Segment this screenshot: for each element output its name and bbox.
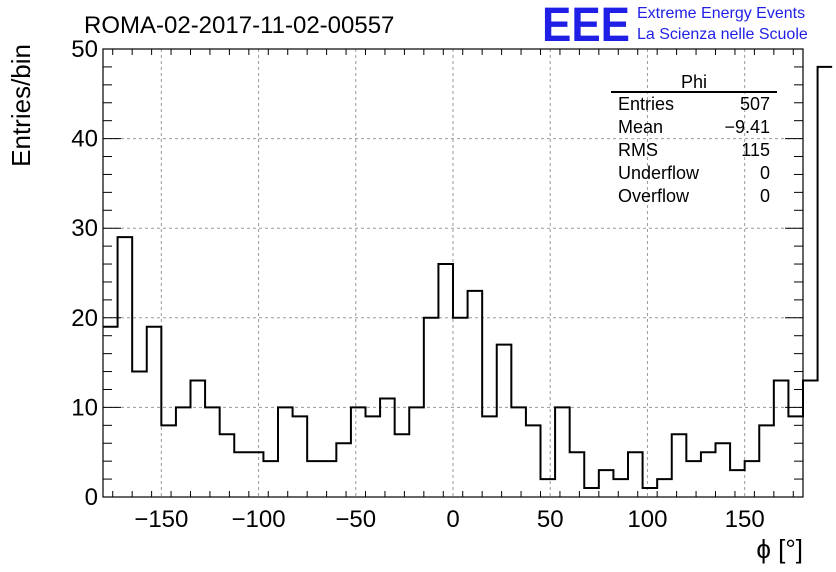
histogram-bin — [191, 381, 206, 497]
histogram-bin — [293, 416, 308, 497]
histogram-bin — [322, 461, 337, 497]
x-tick-label: −100 — [232, 506, 286, 533]
histogram-bin — [613, 479, 628, 497]
histogram-bin — [409, 407, 424, 497]
stats-value: 0 — [760, 186, 770, 206]
stats-label: RMS — [618, 140, 658, 160]
chart-title: ROMA-02-2017-11-02-00557 — [84, 12, 394, 39]
histogram-bin — [438, 264, 453, 497]
stats-label: Underflow — [618, 163, 700, 183]
stats-value: −9.41 — [724, 117, 770, 137]
histogram-bin — [468, 291, 483, 497]
plot-frame — [102, 48, 804, 498]
histogram-bin — [132, 372, 147, 497]
histogram-bin — [599, 470, 614, 497]
histogram-bin — [570, 452, 585, 497]
x-axis-label: ϕ [°] — [756, 534, 803, 564]
histogram-bin — [716, 443, 731, 497]
y-tick-label: 40 — [71, 126, 98, 153]
brand-line-2: La Scienza nelle Scuole — [637, 26, 808, 43]
histogram-bin — [555, 407, 570, 497]
x-tick-label: −150 — [134, 506, 188, 533]
histogram-bin — [511, 407, 526, 497]
histogram-bin — [278, 407, 293, 497]
histogram-bin — [672, 434, 687, 497]
stats-value: 507 — [740, 94, 770, 114]
axes-frame — [102, 48, 804, 498]
x-tick-label: 0 — [446, 506, 459, 533]
histogram-bin — [220, 434, 235, 497]
y-tick-label: 10 — [71, 394, 98, 421]
histogram-bin — [643, 488, 658, 497]
histogram-bin — [103, 327, 118, 497]
histogram-bin — [541, 479, 556, 497]
y-axis-label: Entries/bin — [6, 44, 36, 167]
histogram-bin — [730, 470, 745, 497]
stats-value: 0 — [760, 163, 770, 183]
x-tick-label: 50 — [537, 506, 564, 533]
y-tick-label: 20 — [71, 305, 98, 332]
stats-value: 115 — [741, 140, 770, 160]
histogram-bin — [701, 452, 716, 497]
histogram-bin — [584, 488, 599, 497]
histogram-bin — [307, 461, 322, 497]
y-tick-label: 50 — [71, 36, 98, 63]
histogram-bin — [453, 318, 468, 497]
histogram-bin — [774, 381, 789, 497]
histogram-bin — [628, 452, 643, 497]
histogram-bin — [147, 327, 162, 497]
histogram-bin — [205, 407, 220, 497]
histogram-bin — [234, 452, 249, 497]
histogram-line — [103, 65, 833, 490]
stats-label: Entries — [618, 94, 674, 114]
histogram-bin — [118, 237, 133, 497]
histogram-bin — [351, 407, 366, 497]
histogram-bin — [497, 345, 512, 497]
brand-line-1: Extreme Energy Events — [637, 5, 805, 22]
histogram-bin — [161, 425, 176, 497]
histogram-bin — [263, 461, 278, 497]
histogram-bin — [336, 443, 351, 497]
y-tick-label: 30 — [71, 215, 98, 242]
histogram-bin — [526, 425, 541, 497]
x-tick-label: −50 — [335, 506, 376, 533]
histogram-bin — [424, 318, 439, 497]
histogram-bin — [803, 381, 818, 497]
x-tick-label: 100 — [627, 506, 667, 533]
eee-logo: EEE — [542, 0, 630, 52]
stats-title: Phi — [681, 72, 707, 92]
y-tick-label: 0 — [85, 484, 98, 511]
stats-label: Overflow — [618, 186, 690, 206]
stats-rows: Entries 507 Mean −9.41 RMS 115 Underflow 0 Overf… — [618, 94, 770, 206]
eee-branding: EEE Extreme Energy Events La Scienza nel… — [542, 0, 808, 52]
histogram-bin — [657, 479, 672, 497]
stats-label: Mean — [618, 117, 663, 137]
histogram-bin — [745, 461, 760, 497]
histogram-bin — [818, 67, 833, 497]
histogram-bin — [759, 425, 774, 497]
histogram-bin — [249, 452, 264, 497]
histogram-series — [103, 65, 833, 497]
histogram-bin — [380, 398, 395, 497]
tick-labels: −150 −100 −50 0 50 100 150 0 10 20 30 40 50 — [71, 36, 764, 533]
histogram-bin — [395, 434, 410, 497]
stats-box: Phi Entries 507 Mean −9.41 RMS 115 Underflow 0 O… — [611, 72, 777, 206]
histogram-bin — [788, 416, 803, 497]
histogram-bin — [686, 461, 701, 497]
x-tick-label: 150 — [725, 506, 765, 533]
histogram-bin — [366, 416, 381, 497]
histogram-bin — [176, 407, 191, 497]
histogram-bin — [482, 416, 497, 497]
axis-ticks — [103, 48, 803, 498]
